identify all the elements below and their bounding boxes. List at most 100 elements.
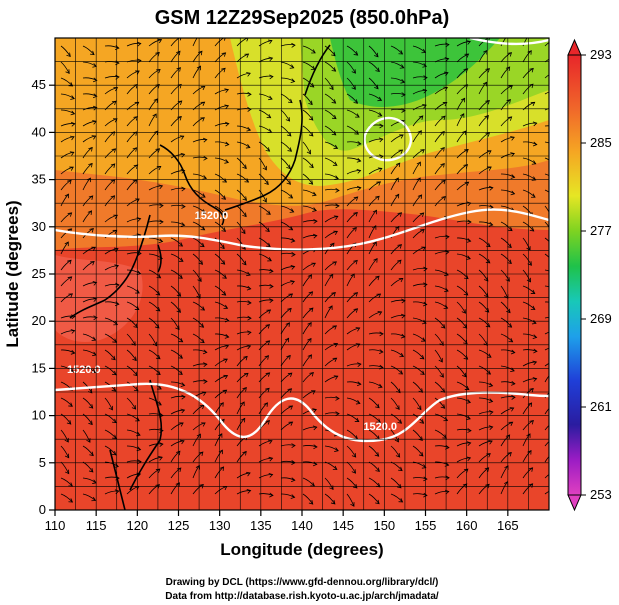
streamline-arrow (136, 270, 142, 276)
streamline (214, 157, 229, 163)
streamline-arrow (288, 421, 294, 426)
wind-streamlines (60, 38, 558, 507)
streamline-arrow (221, 291, 227, 296)
y-axis-label: Latitude (degrees) (3, 200, 22, 347)
streamline-arrow (287, 372, 293, 378)
streamline-arrow (307, 322, 312, 327)
streamline-arrow (176, 50, 181, 56)
streamline (258, 125, 272, 133)
streamline-arrow (332, 465, 338, 470)
streamline-arrow (218, 449, 223, 455)
streamline-arrow (224, 334, 230, 339)
streamline (478, 333, 488, 346)
streamline (236, 173, 249, 183)
streamline-arrow (89, 228, 94, 233)
streamline (478, 365, 491, 375)
y-tick-label: 20 (32, 313, 46, 328)
streamline-arrow (550, 404, 554, 408)
streamline-arrow (132, 356, 137, 362)
streamline-arrow (176, 450, 181, 456)
streamline-arrow (156, 68, 161, 74)
streamline (302, 125, 314, 137)
streamline-arrow (353, 259, 358, 265)
streamline-arrow (466, 456, 472, 462)
streamline-arrow (466, 238, 472, 243)
streamline-arrow (175, 325, 180, 331)
streamline-arrow (532, 334, 538, 339)
streamline-arrow (221, 52, 227, 57)
streamline-arrow (484, 115, 489, 120)
streamline (500, 253, 512, 264)
streamline-arrow (333, 144, 339, 150)
streamline (170, 38, 180, 47)
streamline-arrow (154, 323, 160, 329)
streamline (280, 61, 294, 69)
streamline-arrow (330, 499, 336, 505)
streamline (522, 157, 537, 165)
streamline (390, 77, 405, 83)
chart-title: GSM 12Z29Sep2025 (850.0hPa) (155, 7, 450, 29)
streamline-arrow (246, 285, 252, 291)
streamline-arrow (398, 50, 404, 55)
streamline (60, 413, 72, 425)
streamline (60, 61, 70, 74)
streamline-arrow (529, 387, 534, 393)
streamline (280, 141, 292, 152)
streamline-arrow (242, 196, 248, 201)
streamline-arrow (67, 212, 73, 217)
streamline (434, 285, 449, 292)
streamline (368, 93, 382, 101)
streamline-arrow (91, 135, 97, 140)
streamline-arrow (353, 211, 358, 217)
streamline-arrow (460, 113, 465, 118)
streamline-arrow (353, 308, 359, 313)
streamline-arrow (333, 375, 339, 380)
streamline-arrow (398, 277, 404, 283)
streamline-arrow (510, 349, 516, 355)
streamline-arrow (422, 301, 428, 307)
streamline-arrow (486, 150, 492, 155)
streamline-arrow (488, 398, 494, 404)
streamline-arrow (423, 75, 428, 81)
streamline-arrow (554, 144, 558, 148)
streamline-arrow (70, 95, 75, 100)
streamline-arrow (529, 67, 534, 73)
streamline-arrow (553, 38, 557, 42)
streamline-arrow (158, 184, 164, 190)
streamline-arrow (554, 56, 558, 60)
grid-lines (55, 38, 549, 510)
streamline-arrow (374, 452, 380, 457)
japan-coast (224, 99, 303, 211)
streamline (544, 253, 549, 258)
streamline-arrow (487, 166, 492, 171)
streamline-arrow (334, 447, 339, 452)
contour-label: 1520.0 (195, 210, 229, 222)
streamline (148, 285, 161, 296)
streamline-arrow (379, 331, 384, 337)
streamline-arrow (421, 337, 426, 342)
streamline-arrow (508, 421, 514, 426)
streamline (544, 125, 549, 127)
streamline (478, 253, 491, 264)
streamline-arrow (533, 348, 538, 354)
streamline (390, 397, 400, 410)
streamline (60, 45, 71, 57)
streamline-arrow (440, 162, 445, 168)
streamline (434, 349, 443, 363)
streamline-arrow (178, 242, 184, 247)
streamline-arrow (246, 72, 251, 77)
streamline-arrow (308, 180, 314, 185)
streamline (346, 93, 358, 104)
streamline-arrow (266, 113, 272, 119)
streamline (258, 253, 272, 262)
streamline (412, 349, 425, 360)
streamline-arrow (199, 404, 205, 410)
streamline-arrow (375, 499, 380, 505)
streamline-arrow (113, 214, 118, 219)
streamline-arrow (394, 193, 400, 199)
streamline-arrow (466, 255, 471, 260)
streamline-arrow (70, 349, 76, 355)
streamline-arrow (313, 444, 318, 450)
streamline (412, 317, 427, 324)
